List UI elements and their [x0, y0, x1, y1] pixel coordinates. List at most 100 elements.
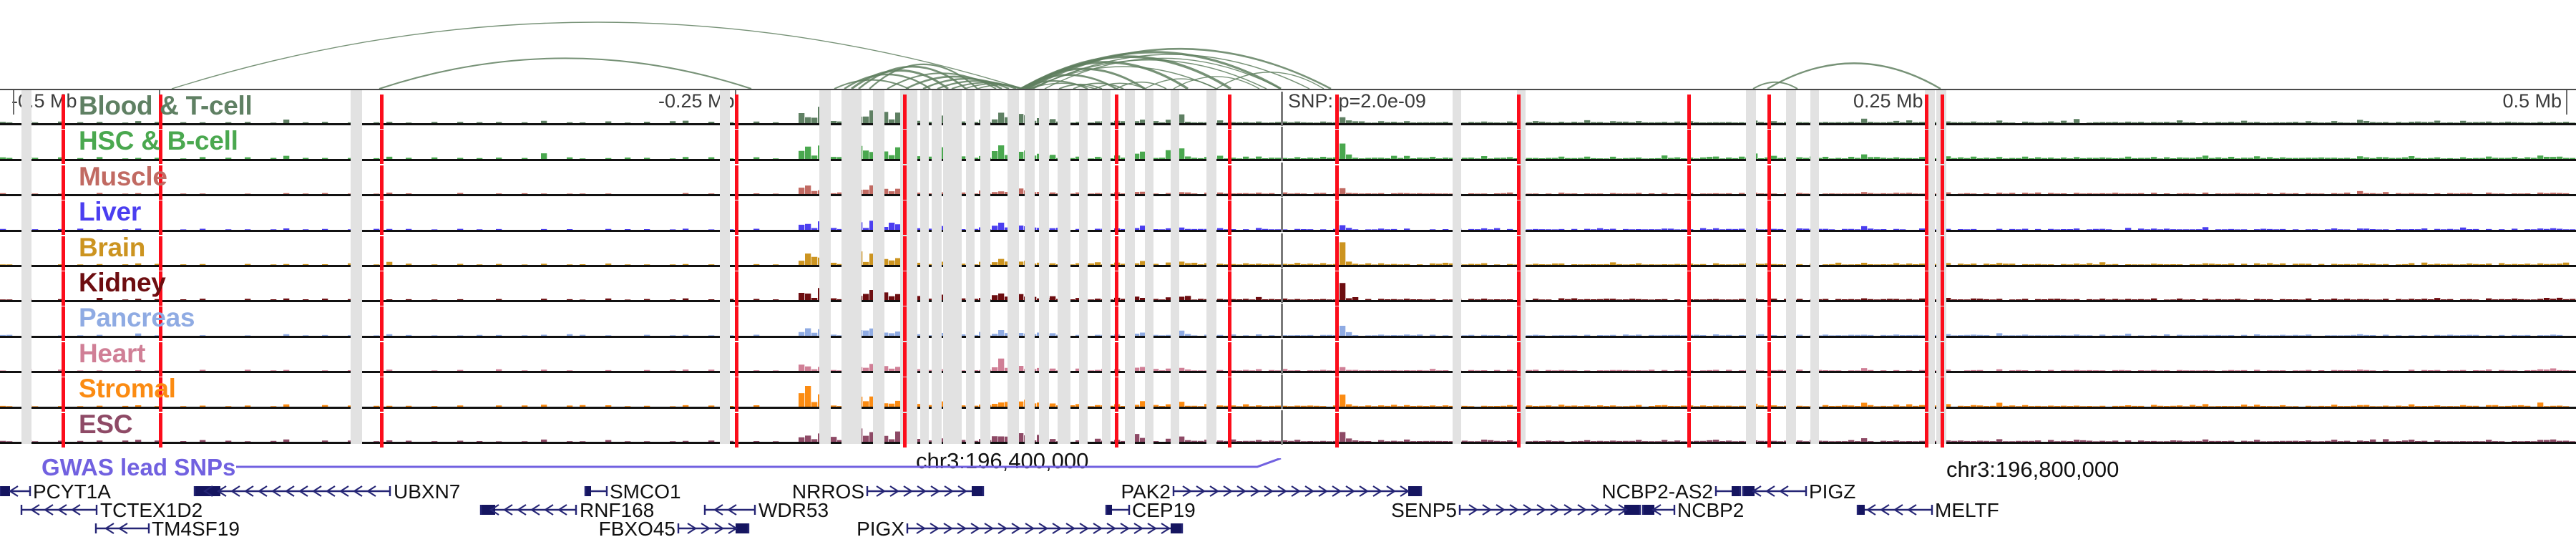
gene-model[interactable]: UBXN7 — [193, 481, 460, 503]
snp-marker-line[interactable] — [735, 412, 738, 448]
snp-marker-line[interactable] — [1925, 200, 1928, 236]
snp-marker-line[interactable] — [380, 165, 384, 200]
signal-track[interactable]: Brain — [0, 231, 2576, 271]
snp-marker-line[interactable] — [1228, 377, 1231, 412]
snp-marker-line[interactable] — [159, 165, 162, 200]
snp-marker-line[interactable] — [735, 377, 738, 412]
snp-marker-line[interactable] — [62, 130, 65, 165]
snp-marker-line[interactable] — [1941, 95, 1944, 129]
snp-marker-line[interactable] — [62, 342, 65, 377]
snp-marker-line[interactable] — [903, 165, 907, 200]
signal-track[interactable]: Blood & T-cell — [0, 90, 2576, 129]
snp-marker-line[interactable] — [1335, 306, 1339, 342]
snp-marker-line[interactable] — [1115, 95, 1118, 129]
snp-marker-line[interactable] — [1517, 342, 1521, 377]
snp-marker-line[interactable] — [735, 165, 738, 200]
snp-marker-line[interactable] — [1767, 306, 1771, 342]
snp-marker-line[interactable] — [1941, 130, 1944, 165]
snp-marker-line[interactable] — [1941, 412, 1944, 448]
snp-marker-line[interactable] — [1335, 95, 1339, 129]
signal-track[interactable]: Heart — [0, 337, 2576, 377]
snp-marker-line[interactable] — [1767, 377, 1771, 412]
snp-marker-line[interactable] — [1228, 200, 1231, 236]
snp-marker-line[interactable] — [735, 130, 738, 165]
snp-marker-line[interactable] — [1228, 342, 1231, 377]
snp-marker-line[interactable] — [159, 342, 162, 377]
snp-marker-line[interactable] — [1941, 165, 1944, 200]
snp-marker-line[interactable] — [1767, 236, 1771, 271]
snp-marker-line[interactable] — [1335, 271, 1339, 306]
snp-marker-line[interactable] — [159, 200, 162, 236]
snp-marker-line[interactable] — [1767, 95, 1771, 129]
snp-marker-line[interactable] — [735, 271, 738, 306]
snp-marker-line[interactable] — [1335, 236, 1339, 271]
signal-track[interactable]: Stromal — [0, 373, 2576, 412]
snp-marker-line[interactable] — [1228, 306, 1231, 342]
snp-marker-line[interactable] — [735, 306, 738, 342]
snp-marker-line[interactable] — [1767, 342, 1771, 377]
snp-marker-line[interactable] — [1115, 130, 1118, 165]
signal-track[interactable]: Pancreas — [0, 302, 2576, 342]
snp-marker-line[interactable] — [903, 377, 907, 412]
gene-model[interactable]: WDR53 — [703, 499, 829, 521]
snp-marker-line[interactable] — [62, 377, 65, 412]
snp-marker-line[interactable] — [159, 412, 162, 448]
snp-marker-line[interactable] — [159, 377, 162, 412]
snp-marker-line[interactable] — [159, 306, 162, 342]
snp-marker-line[interactable] — [1517, 271, 1521, 306]
snp-marker-line[interactable] — [903, 271, 907, 306]
snp-marker-line[interactable] — [1687, 165, 1691, 200]
snp-marker-line[interactable] — [1767, 200, 1771, 236]
snp-marker-line[interactable] — [1687, 236, 1691, 271]
snp-marker-line[interactable] — [62, 200, 65, 236]
signal-track[interactable]: ESC — [0, 408, 2576, 448]
gene-model[interactable]: NCBP2-AS2 — [1601, 481, 1742, 503]
snp-marker-line[interactable] — [1335, 200, 1339, 236]
snp-marker-line[interactable] — [380, 236, 384, 271]
snp-marker-line[interactable] — [1687, 412, 1691, 448]
snp-marker-line[interactable] — [1687, 377, 1691, 412]
snp-marker-line[interactable] — [1687, 130, 1691, 165]
snp-marker-line[interactable] — [903, 130, 907, 165]
gene-model[interactable]: FBXO45 — [599, 518, 750, 537]
snp-marker-line[interactable] — [380, 412, 384, 448]
snp-marker-line[interactable] — [62, 271, 65, 306]
snp-marker-line[interactable] — [1115, 306, 1118, 342]
snp-marker-line[interactable] — [903, 306, 907, 342]
snp-marker-line[interactable] — [1335, 412, 1339, 448]
signal-track[interactable]: Muscle — [0, 160, 2576, 200]
snp-marker-line[interactable] — [1517, 236, 1521, 271]
snp-marker-line[interactable] — [62, 306, 65, 342]
snp-marker-line[interactable] — [1115, 165, 1118, 200]
gene-model[interactable]: TM4SF19 — [94, 518, 240, 537]
snp-marker-line[interactable] — [903, 200, 907, 236]
snp-marker-line[interactable] — [903, 236, 907, 271]
snp-marker-line[interactable] — [159, 95, 162, 129]
snp-marker-line[interactable] — [1767, 165, 1771, 200]
snp-marker-line[interactable] — [1517, 306, 1521, 342]
signal-track[interactable]: HSC & B-cell — [0, 125, 2576, 165]
snp-marker-line[interactable] — [1925, 342, 1928, 377]
snp-marker-line[interactable] — [735, 95, 738, 129]
snp-marker-line[interactable] — [1925, 130, 1928, 165]
snp-marker-line[interactable] — [1517, 377, 1521, 412]
snp-marker-line[interactable] — [903, 95, 907, 129]
snp-marker-line[interactable] — [1925, 306, 1928, 342]
snp-marker-line[interactable] — [1228, 165, 1231, 200]
snp-marker-line[interactable] — [1517, 95, 1521, 129]
snp-marker-line[interactable] — [1228, 95, 1231, 129]
snp-marker-line[interactable] — [1115, 342, 1118, 377]
snp-marker-line[interactable] — [380, 377, 384, 412]
snp-marker-line[interactable] — [159, 271, 162, 306]
gene-model[interactable]: SENP5 — [1391, 499, 1641, 521]
snp-marker-line[interactable] — [1517, 165, 1521, 200]
snp-marker-line[interactable] — [1687, 306, 1691, 342]
snp-marker-line[interactable] — [735, 236, 738, 271]
gene-model[interactable]: SMCO1 — [584, 481, 681, 503]
snp-marker-line[interactable] — [62, 412, 65, 448]
snp-marker-line[interactable] — [380, 130, 384, 165]
gene-model[interactable]: MELTF — [1856, 499, 1999, 521]
snp-marker-line[interactable] — [1115, 236, 1118, 271]
snp-marker-line[interactable] — [62, 165, 65, 200]
snp-marker-line[interactable] — [1517, 200, 1521, 236]
